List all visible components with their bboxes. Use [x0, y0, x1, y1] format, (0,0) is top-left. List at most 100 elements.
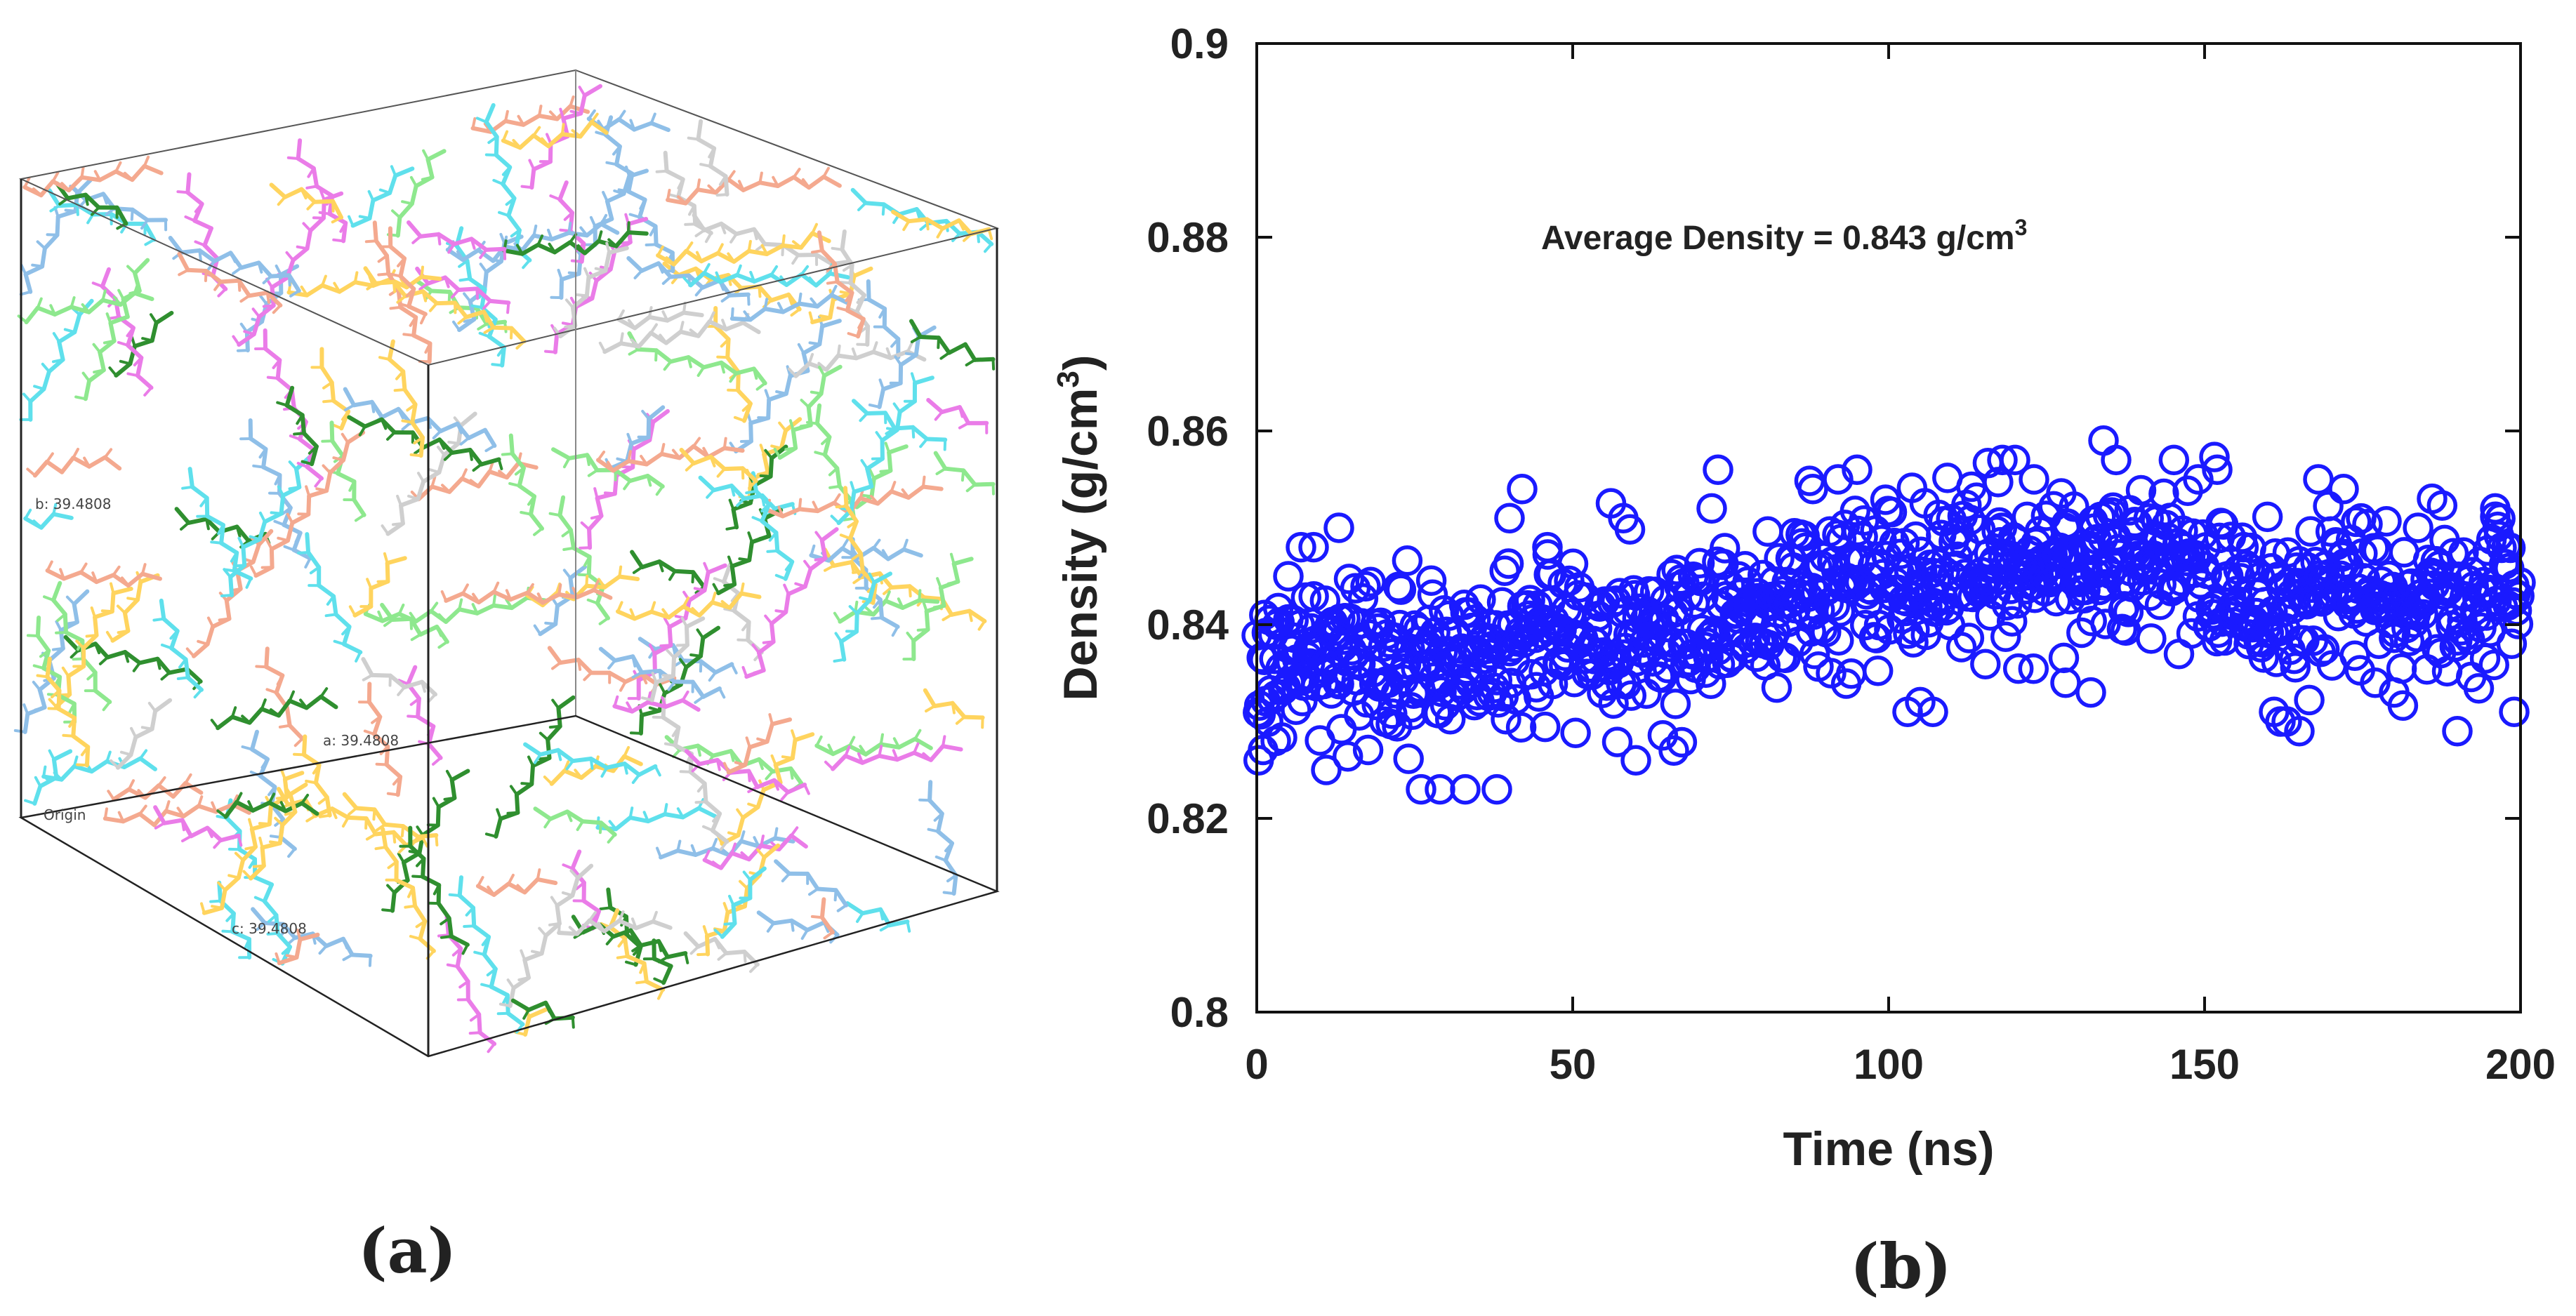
molecule: [357, 682, 403, 797]
molecule-cloud: [13, 84, 996, 1054]
y-tick-label: 0.86: [1147, 408, 1229, 455]
molecule: [683, 931, 760, 973]
molecule: [656, 827, 795, 860]
molecule: [722, 713, 793, 775]
data-point: [1715, 570, 1745, 601]
data-point: [2048, 642, 2080, 674]
cell-bottom-face: [18, 715, 1000, 1058]
molecule: [399, 825, 470, 955]
data-point: [1326, 714, 1357, 745]
data-point: [1415, 565, 1447, 596]
molecule: [909, 319, 996, 371]
molecule: [23, 503, 74, 530]
cell-box: [18, 69, 1000, 1058]
data-point: [2125, 474, 2157, 506]
data-point: [2076, 606, 2107, 637]
data-point: [1836, 658, 1867, 689]
data-point: [1347, 583, 1379, 614]
molecule: [379, 226, 428, 325]
x-tick-label: 200: [2485, 1041, 2556, 1088]
molecule: [378, 339, 425, 458]
x-tick-label: 50: [1550, 1041, 1597, 1088]
data-point: [1332, 740, 1363, 772]
data-point: [1579, 644, 1610, 674]
data-point: [1505, 712, 1537, 743]
data-point: [1481, 665, 1513, 696]
data-point: [1660, 689, 1691, 719]
y-tick-label: 0.84: [1147, 601, 1229, 649]
data-point: [2478, 649, 2509, 681]
data-point: [1955, 505, 1986, 536]
data-point: [1953, 623, 1985, 653]
molecule: [251, 907, 373, 967]
molecule: [551, 447, 665, 496]
molecule: [19, 178, 93, 296]
data-point: [1273, 561, 1304, 592]
molecule: [17, 282, 154, 324]
molecule: [210, 687, 338, 731]
molecule: [24, 749, 73, 806]
simulation-cell-figure: b: 39.4808 a: 39.4808 c: 39.4808 Origin: [13, 69, 1000, 1058]
data-point: [2233, 628, 2264, 660]
y-tick-label: 0.88: [1147, 214, 1229, 261]
molecule: [850, 441, 909, 510]
molecule: [19, 298, 94, 422]
molecule: [440, 580, 613, 605]
data-point: [1530, 711, 1561, 743]
data-point: [1823, 625, 1854, 656]
molecule: [105, 571, 160, 643]
molecule: [363, 266, 527, 350]
data-point: [1426, 676, 1457, 707]
molecule: [501, 112, 609, 150]
molecule: [616, 301, 704, 331]
molecule: [715, 729, 815, 846]
data-point: [2360, 667, 2391, 698]
data-point: [1816, 658, 1847, 689]
data-point: [1532, 531, 1563, 563]
molecule: [926, 398, 989, 434]
molecule: [704, 306, 753, 423]
molecule: [407, 220, 507, 260]
data-point: [1493, 548, 1524, 579]
y-tick-label: 0.9: [1170, 20, 1229, 67]
molecule: [933, 451, 996, 496]
data-point: [1460, 604, 1491, 635]
data-point: [1298, 531, 1329, 563]
molecule: [386, 149, 447, 238]
data-point: [1990, 621, 2021, 653]
data-point: [1608, 503, 1639, 533]
data-point: [2371, 505, 2402, 537]
data-points: [1241, 425, 2536, 805]
y-tick-label: 0.82: [1147, 795, 1229, 842]
data-point: [1393, 743, 1424, 774]
data-point: [2050, 667, 2081, 698]
data-point: [2403, 512, 2433, 543]
data-point: [2002, 653, 2034, 684]
data-point: [1604, 578, 1635, 609]
molecule: [641, 616, 706, 703]
molecule: [774, 859, 849, 912]
molecule: [220, 455, 312, 597]
data-point: [1819, 590, 1851, 622]
data-point: [1917, 696, 1948, 727]
data-point: [1383, 571, 1414, 603]
molecule: [763, 475, 944, 519]
data-point: [1392, 545, 1423, 576]
molecule: [857, 279, 901, 359]
data-point: [1666, 726, 1698, 758]
data-point: [2448, 537, 2479, 568]
data-point: [1560, 717, 1591, 749]
molecule: [598, 646, 726, 704]
panel-label-b: (b): [1850, 1230, 1952, 1303]
data-point: [1243, 745, 1274, 776]
molecule: [255, 646, 305, 747]
x-tick-label: 0: [1245, 1041, 1268, 1088]
molecule: [502, 221, 649, 256]
data-point: [2469, 643, 2501, 674]
data-point: [1987, 444, 2018, 476]
data-point: [1355, 566, 1386, 597]
molecule: [63, 634, 203, 691]
data-point: [2098, 492, 2129, 523]
molecule: [361, 657, 437, 703]
